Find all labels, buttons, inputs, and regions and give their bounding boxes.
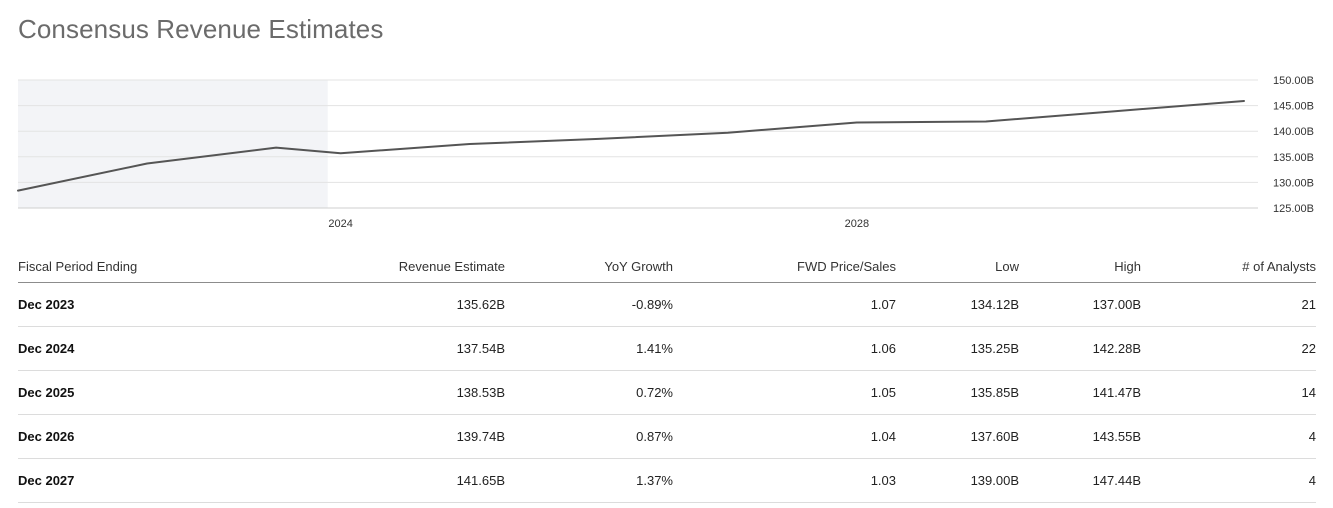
cell-revenue-estimate: 138.53B (170, 370, 505, 415)
column-header-high[interactable]: High (1019, 250, 1141, 283)
cell-low: 139.00B (896, 458, 1019, 503)
cell-yoy-growth: -0.89% (505, 282, 673, 327)
revenue-data-point[interactable] (983, 118, 989, 124)
x-tick-label: 2024 (328, 218, 352, 230)
revenue-chart: 150.00B 145.00B 140.00B 135.00B 130.00B 125.0… (0, 60, 1333, 245)
table-row: Dec 2024 137.54B 1.41% 1.06 135.25B 142.… (18, 326, 1316, 371)
y-tick-label: 150.00B (1273, 75, 1314, 87)
cell-high: 141.47B (1019, 370, 1141, 415)
cell-revenue-estimate: 135.62B (170, 282, 505, 327)
cell-fiscal-period: Dec 2026 (18, 414, 170, 459)
cell-analysts: 4 (1141, 414, 1316, 459)
cell-yoy-growth: 0.72% (505, 370, 673, 415)
column-header-yoy-growth[interactable]: YoY Growth (505, 250, 673, 283)
y-axis-tick-labels: 150.00B 145.00B 140.00B 135.00B 130.00B 125.0… (1273, 75, 1314, 215)
column-header-fiscal-period[interactable]: Fiscal Period Ending (18, 250, 170, 283)
revenue-data-point[interactable] (854, 119, 860, 125)
revenue-data-point[interactable] (144, 160, 150, 166)
revenue-chart-svg: 150.00B 145.00B 140.00B 135.00B 130.00B 125.0… (15, 75, 1314, 230)
table-row: Dec 2027 141.65B 1.37% 1.03 139.00B 147.… (18, 458, 1316, 503)
cell-high: 143.55B (1019, 414, 1141, 459)
cell-high: 147.44B (1019, 458, 1141, 503)
cell-analysts: 14 (1141, 370, 1316, 415)
cell-revenue-estimate: 137.54B (170, 326, 505, 371)
cell-yoy-growth: 0.87% (505, 414, 673, 459)
x-axis-tick-labels: 2024 2028 (328, 218, 869, 230)
chart-gridlines (18, 79, 1258, 209)
cell-yoy-growth: 1.37% (505, 458, 673, 503)
table-row: Dec 2025 138.53B 0.72% 1.05 135.85B 141.… (18, 370, 1316, 415)
cell-low: 137.60B (896, 414, 1019, 459)
y-tick-label: 130.00B (1273, 177, 1314, 189)
revenue-series-line (17, 100, 1245, 192)
x-tick-label: 2028 (845, 218, 869, 230)
cell-fwd-price-sales: 1.03 (673, 458, 896, 503)
cell-revenue-estimate: 141.65B (170, 458, 505, 503)
cell-analysts: 22 (1141, 326, 1316, 371)
cell-fwd-price-sales: 1.05 (673, 370, 896, 415)
cell-high: 137.00B (1019, 282, 1141, 327)
cell-analysts: 4 (1141, 458, 1316, 503)
y-tick-label: 145.00B (1273, 101, 1314, 113)
table-row: Dec 2026 139.74B 0.87% 1.04 137.60B 143.… (18, 414, 1316, 459)
cell-fwd-price-sales: 1.07 (673, 282, 896, 327)
cell-fiscal-period: Dec 2023 (18, 282, 170, 327)
column-header-revenue-estimate[interactable]: Revenue Estimate (170, 250, 505, 283)
revenue-data-point[interactable] (725, 130, 731, 136)
revenue-data-point[interactable] (15, 188, 21, 194)
cell-high: 142.28B (1019, 326, 1141, 371)
cell-yoy-growth: 1.41% (505, 326, 673, 371)
y-tick-label: 140.00B (1273, 126, 1314, 138)
cell-low: 134.12B (896, 282, 1019, 327)
revenue-data-point[interactable] (338, 150, 344, 156)
revenue-estimates-table: Fiscal Period Ending Revenue Estimate Yo… (18, 250, 1316, 503)
page-title: Consensus Revenue Estimates (18, 14, 384, 44)
column-header-analysts[interactable]: # of Analysts (1141, 250, 1316, 283)
column-header-low[interactable]: Low (896, 250, 1019, 283)
revenue-data-point[interactable] (596, 136, 602, 142)
cell-fwd-price-sales: 1.06 (673, 326, 896, 371)
y-tick-label: 125.00B (1273, 203, 1314, 215)
cell-analysts: 21 (1141, 282, 1316, 327)
cell-fiscal-period: Dec 2025 (18, 370, 170, 415)
historical-shaded-region (18, 80, 328, 208)
cell-fiscal-period: Dec 2027 (18, 458, 170, 503)
chart-series-layer (15, 98, 1247, 194)
table-row: Dec 2023 135.62B -0.89% 1.07 134.12B 137… (18, 282, 1316, 327)
revenue-data-point[interactable] (1112, 108, 1118, 114)
column-header-fwd-price-sales[interactable]: FWD Price/Sales (673, 250, 896, 283)
cell-low: 135.85B (896, 370, 1019, 415)
revenue-data-point[interactable] (467, 141, 473, 147)
revenue-data-point[interactable] (1241, 98, 1247, 104)
cell-low: 135.25B (896, 326, 1019, 371)
revenue-data-point[interactable] (273, 145, 279, 151)
y-tick-label: 135.00B (1273, 152, 1314, 164)
cell-fwd-price-sales: 1.04 (673, 414, 896, 459)
cell-fiscal-period: Dec 2024 (18, 326, 170, 371)
table-header-row: Fiscal Period Ending Revenue Estimate Yo… (18, 250, 1316, 283)
cell-revenue-estimate: 139.74B (170, 414, 505, 459)
chart-background-layer (18, 80, 328, 208)
